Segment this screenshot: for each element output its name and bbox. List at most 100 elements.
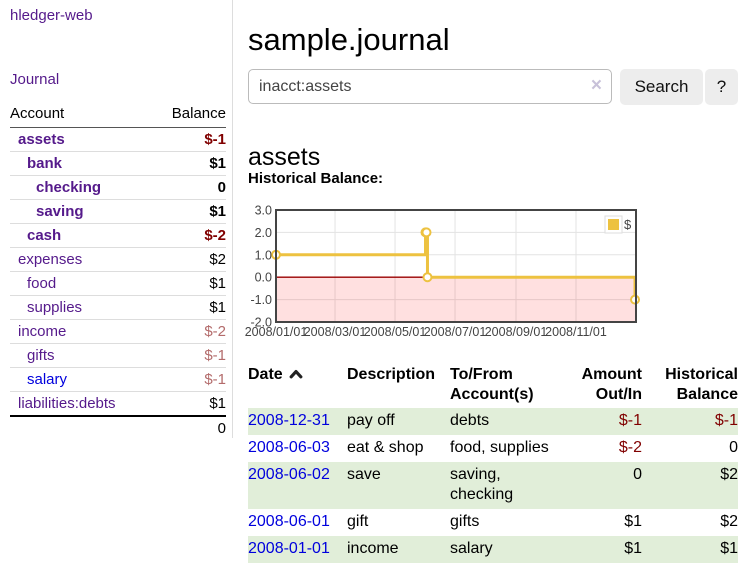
account-balance: $1 [152,391,226,416]
search-bar: × Search ? [248,69,742,105]
account-link[interactable]: supplies [27,299,83,316]
accounts-column-header: To/From Account(s) [450,366,534,403]
svg-text:1.0: 1.0 [255,248,272,262]
svg-text:0.0: 0.0 [255,271,272,285]
register-date-cell: 2008-01-01 [248,536,347,563]
page-title: sample.journal [248,21,450,57]
account-row: supplies $1 [10,295,226,320]
transaction-date-link[interactable]: 2008-12-31 [248,412,330,429]
register-row: 2008-06-03 eat & shop food, supplies $-2 0 [248,435,738,462]
account-link[interactable]: salary [27,371,68,388]
historical-balance-chart: $3.0 2.0 1.0 0.0 -1.0 -2.0 2008/01/01 2008/03/0… [245,196,742,342]
register-description-cell: save [347,466,381,483]
account-link[interactable]: expenses [18,251,83,268]
svg-text:3.0: 3.0 [255,204,272,218]
account-link[interactable]: checking [36,179,102,196]
svg-text:2008/03/01: 2008/03/01 [304,325,367,339]
sidebar-divider [232,0,233,438]
register-date-cell: 2008-06-01 [248,509,347,536]
register-date-cell: 2008-06-03 [248,435,347,462]
register-amount-cell: $1 [624,540,642,557]
help-button[interactable]: ? [705,69,738,105]
account-row: checking 0 [10,175,226,200]
chart-title: Historical Balance: [248,170,384,187]
account-link[interactable]: gifts [27,347,55,364]
sort-ascending-icon [289,370,303,379]
register-description-cell: eat & shop [347,439,424,456]
account-row: assets $-1 [10,128,226,152]
balance-column-header-register: Historical Balance [665,366,738,403]
account-link[interactable]: assets [18,131,65,148]
svg-text:-1.0: -1.0 [250,293,272,307]
account-link[interactable]: liabilities:debts [18,395,116,412]
account-balance: $2 [152,247,226,272]
register-accounts-cell: saving, checking [450,466,514,503]
account-link[interactable]: income [18,323,67,340]
amount-column-header: Amount Out/In [581,366,642,403]
register-table: Date Description To/From Account(s) Amou… [248,363,738,563]
register-amount-cell: $1 [624,513,642,530]
register-description-cell: gift [347,513,369,530]
register-accounts-cell: food, supplies [450,439,549,456]
transaction-date-link[interactable]: 2008-01-01 [248,540,330,557]
register-amount-cell: $-1 [618,412,642,429]
register-balance-cell: $2 [720,513,738,530]
account-row: cash $-2 [10,223,226,248]
search-button[interactable]: Search [620,69,703,105]
account-row: bank $1 [10,151,226,176]
legend-swatch [608,219,619,230]
register-date-cell: 2008-06-02 [248,462,347,509]
register-row: 2008-06-01 gift gifts $1 $2 [248,509,738,536]
account-link[interactable]: cash [27,227,62,244]
svg-text:2008/01/01: 2008/01/01 [245,325,308,339]
transaction-date-link[interactable]: 2008-06-03 [248,439,330,456]
account-balance: $-1 [152,343,226,368]
account-row: food $1 [10,271,226,296]
account-balance: $1 [152,199,226,224]
account-link[interactable]: food [27,275,57,292]
sidebar: hledger-web Journal Account Balance asse… [0,0,232,582]
account-row: income $-2 [10,319,226,344]
account-link[interactable]: bank [27,155,63,172]
register-balance-cell: $2 [720,466,738,483]
svg-text:2008/09/01: 2008/09/01 [485,325,548,339]
account-row: liabilities:debts $1 [10,391,226,416]
transaction-date-link[interactable]: 2008-06-01 [248,513,330,530]
register-description-cell: income [347,540,399,557]
account-row: salary $-1 [10,367,226,392]
account-row: gifts $-1 [10,343,226,368]
total-row: 0 [10,415,226,440]
transaction-date-link[interactable]: 2008-06-02 [248,466,330,483]
svg-text:2008/05/01: 2008/05/01 [364,325,427,339]
account-column-header: Account [10,103,153,128]
account-balance: $-1 [152,367,226,392]
register-balance-cell: $1 [720,540,738,557]
register-row: 2008-01-01 income salary $1 $1 [248,536,738,563]
account-link[interactable]: saving [36,203,84,220]
account-balance: 0 [152,175,226,200]
account-row: expenses $2 [10,247,226,272]
register-accounts-cell: debts [450,412,490,429]
search-input[interactable] [248,69,612,104]
register-date-cell: 2008-12-31 [248,408,347,435]
svg-text:2.0: 2.0 [255,226,272,240]
account-balance: $1 [152,271,226,296]
svg-text:-2.0: -2.0 [250,316,272,330]
sidebar-item-journal[interactable]: Journal [10,71,60,88]
clear-search-icon[interactable]: × [590,75,602,96]
date-column-header[interactable]: Date [248,363,347,408]
total-balance: 0 [152,415,226,440]
register-row: 2008-06-02 save saving, checking 0 $2 [248,462,738,509]
main-content: sample.journal × Search ? assets Histori… [245,0,742,582]
register-balance-cell: 0 [729,439,738,456]
legend-label: $ [624,217,632,232]
balance-column-header: Balance [152,103,226,128]
register-description-cell: pay off [347,412,395,429]
account-balance: $-2 [152,319,226,344]
account-balance: $1 [152,295,226,320]
svg-text:2008/07/01: 2008/07/01 [424,325,487,339]
register-amount-cell: 0 [633,466,642,483]
app-brand-link[interactable]: hledger-web [10,7,93,24]
account-balance: $1 [152,151,226,176]
register-accounts-cell: salary [450,540,493,557]
